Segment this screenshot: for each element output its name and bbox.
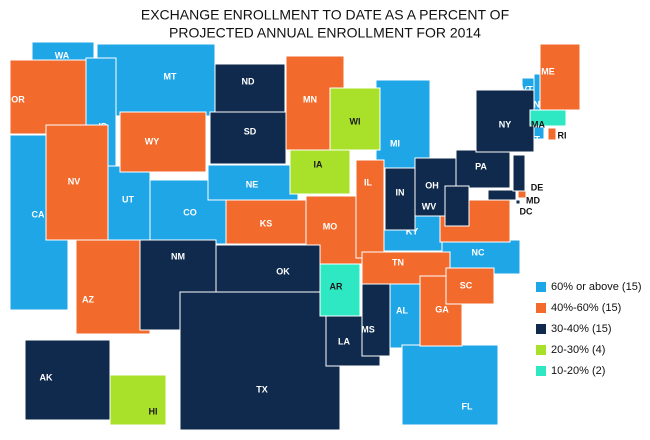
state-label: OH [425, 180, 439, 190]
legend-label: 30-40% (15) [551, 323, 612, 335]
state-label: VT [521, 84, 533, 94]
state-label: NE [246, 179, 259, 189]
state-label: GA [435, 304, 449, 314]
legend-label: 20-30% (4) [551, 344, 605, 356]
state [96, 43, 216, 117]
state-label: SD [244, 126, 257, 136]
legend-swatch [536, 345, 546, 355]
state-label: NV [68, 176, 81, 186]
state [401, 344, 499, 426]
state [355, 159, 385, 259]
state-label: OR [11, 94, 25, 104]
state [105, 165, 151, 245]
state-label: WI [350, 116, 361, 126]
state [529, 109, 567, 127]
state [119, 111, 207, 173]
title: PROJECTED ANNUAL ENROLLMENT FOR 2014 [169, 25, 481, 41]
state [455, 149, 511, 189]
state-label: MS [361, 324, 375, 334]
state [547, 127, 557, 141]
state [487, 189, 517, 201]
state-label: LA [338, 336, 350, 346]
state [75, 239, 151, 335]
state [319, 263, 361, 317]
state-label: AR [330, 281, 343, 291]
legend: 60% or above (15) 40%-60% (15) 30-40% (15)… [536, 281, 642, 377]
state [214, 63, 286, 113]
state [361, 283, 391, 357]
state-label: NC [472, 247, 485, 257]
title: EXCHANGE ENROLLMENT TO DATE AS A PERCENT… [141, 7, 509, 23]
legend-label: 60% or above (15) [551, 281, 642, 293]
state-label: FL [462, 401, 473, 411]
legend-swatch [536, 366, 546, 376]
state [45, 124, 109, 241]
state-label: MO [323, 221, 338, 231]
state-label: IN [396, 187, 405, 197]
state-label: ME [541, 66, 555, 76]
state-label: OK [276, 266, 290, 276]
state-label: NY [499, 119, 512, 129]
state [179, 291, 341, 431]
state-label: MI [390, 138, 400, 148]
state [24, 339, 111, 421]
state-label: WV [422, 201, 437, 211]
state [329, 87, 381, 151]
state [512, 154, 526, 192]
state-label: NM [171, 251, 185, 261]
state-label: PA [475, 161, 487, 171]
state [475, 89, 535, 153]
state [515, 199, 521, 205]
state-label: UT [122, 194, 134, 204]
state-label: CA [32, 209, 45, 219]
state-label: DC [520, 206, 533, 216]
state-label: MT [164, 71, 177, 81]
state-label: WA [55, 50, 70, 60]
state-label: KY [406, 226, 419, 236]
state [9, 59, 87, 135]
state [384, 167, 416, 231]
legend-label: 10-20% (2) [551, 365, 605, 377]
state [109, 374, 167, 426]
state-label: ND [242, 76, 255, 86]
state-label: KS [260, 218, 273, 228]
state-label: AL [396, 305, 408, 315]
legend-swatch [536, 303, 546, 313]
state [215, 244, 321, 294]
state-label: SC [460, 280, 473, 290]
legend-swatch [536, 282, 546, 292]
state [225, 199, 311, 245]
state-label: MD [526, 195, 540, 205]
state [539, 43, 581, 111]
state-label: CO [183, 207, 197, 217]
legend-label: 40%-60% (15) [551, 302, 621, 314]
state-label: IL [364, 177, 373, 187]
legend-swatch [536, 324, 546, 334]
state [445, 267, 495, 305]
state-label: TN [392, 257, 404, 267]
state-label: AK [40, 372, 53, 382]
state-label: DE [531, 182, 544, 192]
state-label: HI [149, 406, 158, 416]
state-label: RI [558, 130, 567, 140]
state-label: MN [303, 94, 317, 104]
state-label: IA [314, 159, 324, 169]
states: WAMTIDCAUTCONEMIVTNHCTKYNCALFLORWYNVAZMN… [9, 41, 581, 431]
state [289, 149, 351, 195]
state-label: MA [531, 119, 545, 129]
state [444, 185, 470, 227]
state-label: WY [145, 136, 160, 146]
state [209, 111, 287, 165]
state-label: AZ [82, 294, 94, 304]
state-label: TX [256, 384, 268, 394]
